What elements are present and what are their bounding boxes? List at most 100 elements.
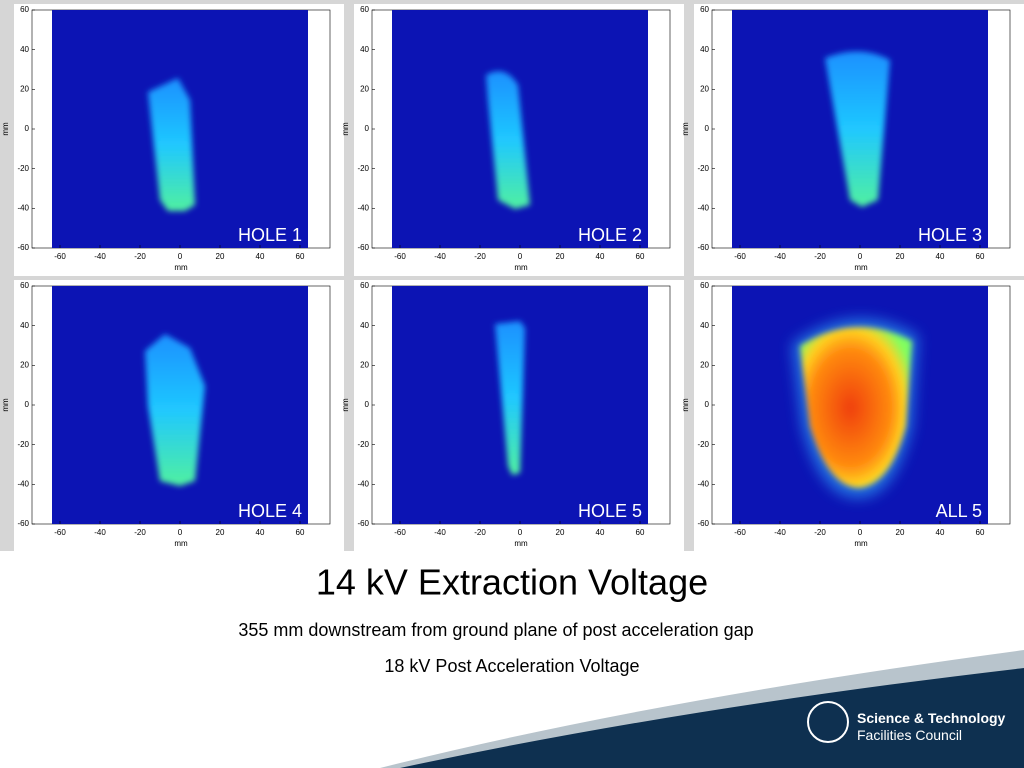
x-tick-label: 60 (296, 252, 305, 261)
x-tick-label: 20 (556, 528, 565, 537)
beam-spot (825, 51, 890, 207)
y-tick-label: -20 (17, 164, 29, 173)
x-tick-label: -20 (474, 528, 486, 537)
y-tick-label: -60 (357, 243, 369, 252)
x-tick-label: -20 (134, 252, 146, 261)
y-tick-label: 0 (365, 400, 370, 409)
logo-mark (807, 701, 849, 743)
x-tick-label: 20 (556, 252, 565, 261)
x-tick-label: 40 (596, 252, 605, 261)
panel-label: HOLE 1 (238, 225, 302, 245)
x-tick-label: 60 (636, 528, 645, 537)
x-tick-label: -60 (54, 528, 66, 537)
x-tick-label: -40 (434, 528, 446, 537)
y-tick-label: -60 (17, 519, 29, 528)
y-tick-label: 0 (705, 124, 710, 133)
beam-spot (495, 321, 525, 475)
y-tick-label: 20 (20, 84, 29, 93)
y-tick-label: -40 (357, 479, 369, 488)
panel-label: HOLE 5 (578, 501, 642, 521)
x-tick-label: -60 (394, 252, 406, 261)
y-tick-label: -60 (697, 243, 709, 252)
x-tick-label: 40 (936, 528, 945, 537)
panel: -60 -40 -20 0 20 40 60 60 40 20 0 -20 -40 -60 mm mm HOLE… (1, 280, 344, 552)
panel-label: HOLE 4 (238, 501, 302, 521)
y-axis-label: mm (341, 122, 350, 136)
y-tick-label: 20 (360, 360, 369, 369)
note: 18 kV Post Acceleration Voltage (384, 656, 639, 676)
beam-spot (800, 327, 912, 488)
y-tick-label: 40 (20, 321, 29, 330)
x-tick-label: -20 (814, 528, 826, 537)
x-tick-label: 20 (896, 252, 905, 261)
x-tick-label: 60 (296, 528, 305, 537)
x-tick-label: 40 (936, 252, 945, 261)
y-tick-label: 60 (360, 281, 369, 290)
x-tick-label: 0 (518, 528, 523, 537)
x-tick-label: 20 (896, 528, 905, 537)
y-tick-label: 40 (360, 321, 369, 330)
title: 14 kV Extraction Voltage (316, 562, 708, 603)
x-tick-label: -60 (734, 528, 746, 537)
x-tick-label: 20 (216, 528, 225, 537)
y-axis-label: mm (1, 398, 10, 412)
beam-spot (145, 334, 205, 486)
x-tick-label: -20 (134, 528, 146, 537)
x-tick-label: -40 (774, 528, 786, 537)
x-axis-label: mm (854, 539, 868, 548)
y-tick-label: 0 (365, 124, 370, 133)
y-axis-label: mm (681, 122, 690, 136)
y-tick-label: -20 (357, 440, 369, 449)
x-axis-label: mm (174, 263, 188, 272)
x-tick-label: 40 (256, 252, 265, 261)
x-axis-label: mm (174, 539, 188, 548)
x-tick-label: 20 (216, 252, 225, 261)
y-tick-label: -40 (357, 203, 369, 212)
beam-spot (486, 71, 530, 209)
beam-spot (148, 78, 195, 211)
x-tick-label: 0 (178, 528, 183, 537)
y-tick-label: -40 (697, 479, 709, 488)
x-tick-label: 40 (256, 528, 265, 537)
x-tick-label: 0 (518, 252, 523, 261)
x-tick-label: 60 (976, 528, 985, 537)
x-tick-label: 0 (858, 252, 863, 261)
x-tick-label: -60 (734, 252, 746, 261)
y-tick-label: 0 (705, 400, 710, 409)
x-tick-label: -20 (474, 252, 486, 261)
panel-label: HOLE 3 (918, 225, 982, 245)
x-axis-label: mm (854, 263, 868, 272)
y-tick-label: -40 (697, 203, 709, 212)
x-axis-label: mm (514, 539, 528, 548)
y-axis-label: mm (1, 122, 10, 136)
x-tick-label: 40 (596, 528, 605, 537)
panel: -60 -40 -20 0 20 40 60 60 40 20 0 -20 -40 -60 mm mm HOLE… (341, 280, 684, 552)
x-tick-label: -60 (54, 252, 66, 261)
x-tick-label: 60 (636, 252, 645, 261)
y-tick-label: 60 (700, 5, 709, 14)
x-tick-label: 0 (178, 252, 183, 261)
y-tick-label: -60 (697, 519, 709, 528)
y-tick-label: -20 (697, 164, 709, 173)
x-tick-label: 0 (858, 528, 863, 537)
y-tick-label: -20 (357, 164, 369, 173)
y-tick-label: 40 (700, 45, 709, 54)
y-tick-label: -20 (17, 440, 29, 449)
panel: -60 -40 -20 0 20 40 60 60 40 20 0 -20 -40 -60 mm mm HOLE… (1, 4, 344, 276)
y-tick-label: 20 (700, 360, 709, 369)
x-tick-label: -60 (394, 528, 406, 537)
y-tick-label: 60 (20, 281, 29, 290)
panel: -60 -40 -20 0 20 40 60 60 40 20 0 -20 -40 -60 mm mm ALL … (681, 280, 1024, 552)
logo-text: Facilities Council (857, 727, 962, 743)
y-tick-label: 60 (360, 5, 369, 14)
x-tick-label: -20 (814, 252, 826, 261)
y-tick-label: 40 (700, 321, 709, 330)
y-tick-label: -60 (17, 243, 29, 252)
y-tick-label: 0 (25, 124, 30, 133)
panel: -60 -40 -20 0 20 40 60 60 40 20 0 -20 -40 -60 mm mm HOLE… (681, 4, 1024, 276)
y-tick-label: 20 (700, 84, 709, 93)
y-tick-label: 20 (20, 360, 29, 369)
swoosh-dark (400, 668, 1024, 768)
x-axis-label: mm (514, 263, 528, 272)
